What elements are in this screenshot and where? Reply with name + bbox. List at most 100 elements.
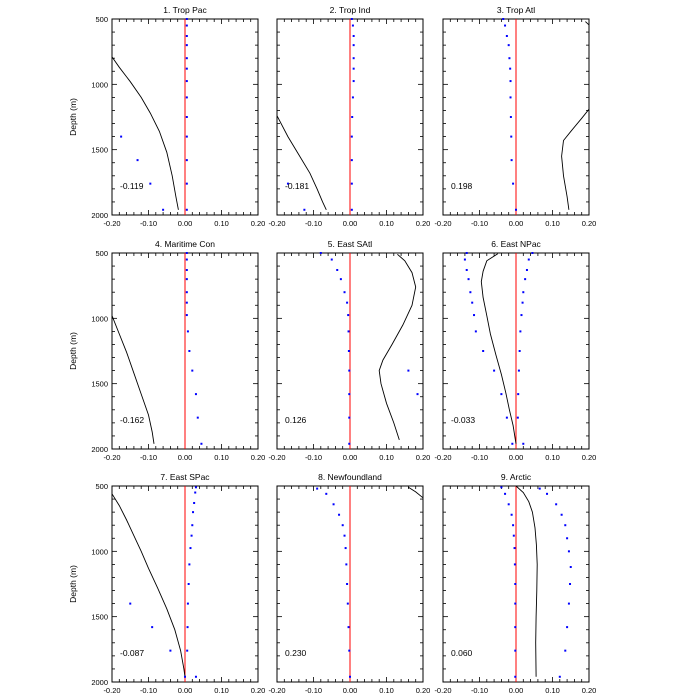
data-dot xyxy=(351,116,354,118)
data-point xyxy=(129,602,132,605)
data-point xyxy=(522,291,525,294)
x-tick-label: -0.20 xyxy=(434,686,451,695)
panel-1: 1. Trop Pac -0.119 -0.20 -0.10 0.00 0.10 0.20 5… xyxy=(68,5,265,228)
x-tick-label: 0.20 xyxy=(251,686,266,695)
data-dot xyxy=(185,34,188,37)
x-tick-label: -0.20 xyxy=(103,219,120,228)
data-dot xyxy=(352,67,355,70)
data-dot xyxy=(346,301,349,304)
data-dot xyxy=(185,278,188,281)
y-tick-label: 1500 xyxy=(91,613,108,622)
profile-curve-2 xyxy=(561,108,590,210)
data-dot xyxy=(474,330,477,333)
data-dot xyxy=(348,393,351,396)
data-dot xyxy=(185,182,188,185)
data-dot xyxy=(185,208,188,211)
data-dot xyxy=(505,34,508,37)
data-dot xyxy=(186,626,189,629)
data-dot xyxy=(352,34,355,37)
data-dot xyxy=(343,534,346,537)
data-dot xyxy=(352,44,355,47)
data-dot xyxy=(194,393,197,396)
data-dot xyxy=(185,301,188,304)
data-dot xyxy=(471,301,474,304)
data-dot xyxy=(500,486,503,489)
y-tick-label: 1000 xyxy=(91,80,108,89)
data-point xyxy=(151,626,154,629)
data-dot xyxy=(350,182,353,185)
y-tick-label: 500 xyxy=(95,249,108,258)
data-point xyxy=(560,513,563,516)
panel-5: 5. East SAtl 0.126 -0.20 -0.10 0.00 0.10 0.20 xyxy=(268,239,430,462)
data-dot xyxy=(508,57,511,60)
data-dot xyxy=(505,416,508,419)
data-dot xyxy=(185,116,188,118)
profile-curve xyxy=(378,253,417,441)
data-point xyxy=(416,393,419,396)
data-point xyxy=(149,182,152,185)
data-dot xyxy=(194,491,197,494)
data-dot xyxy=(185,80,188,83)
data-dot xyxy=(200,442,203,445)
data-dot xyxy=(352,57,355,60)
data-point xyxy=(516,416,519,419)
x-tick-label: 0.20 xyxy=(416,453,431,462)
data-dot xyxy=(185,268,188,271)
x-tick-label: 0.00 xyxy=(343,219,358,228)
panel-8: 8. Newfoundland 0.230 -0.20 -0.10 0.00 0.10 0.… xyxy=(268,472,430,695)
data-dot xyxy=(344,547,347,550)
panel-2: 2. Trop Ind -0.181 -0.20 -0.10 0.00 0.10 0.20 xyxy=(268,5,430,228)
x-tick-label: -0.20 xyxy=(434,219,451,228)
data-dot xyxy=(510,513,513,516)
data-dot xyxy=(514,583,517,585)
data-dot xyxy=(465,252,468,254)
data-dot xyxy=(473,314,476,317)
data-point xyxy=(286,182,289,185)
x-tick-label: 0.10 xyxy=(545,219,560,228)
data-dot xyxy=(330,258,333,261)
data-dot xyxy=(336,268,339,271)
panel-4: 4. Maritime Con -0.162 -0.20 -0.10 0.00 0.10 0… xyxy=(68,239,265,462)
correlation-label: -0.162 xyxy=(120,415,144,425)
data-dot xyxy=(349,675,351,678)
data-point xyxy=(518,350,521,352)
data-dot xyxy=(463,258,466,261)
x-tick-label: -0.10 xyxy=(140,453,157,462)
data-point xyxy=(564,649,567,652)
data-dot xyxy=(511,442,514,445)
correlation-label: -0.033 xyxy=(451,415,475,425)
data-dot xyxy=(189,547,192,550)
data-point xyxy=(555,503,558,506)
data-dot xyxy=(514,626,517,629)
panel-title: 6. East NPac xyxy=(491,239,541,249)
data-dot xyxy=(345,563,348,566)
data-dot xyxy=(348,369,351,372)
panel-title: 5. East SAtl xyxy=(328,239,373,249)
data-dot xyxy=(185,314,188,317)
data-dot xyxy=(509,116,512,118)
correlation-label: -0.181 xyxy=(285,181,309,191)
data-dot xyxy=(482,350,485,352)
x-tick-label: -0.20 xyxy=(103,686,120,695)
x-tick-label: 0.10 xyxy=(214,453,229,462)
data-dot xyxy=(346,583,349,585)
data-dot xyxy=(348,442,351,445)
x-tick-label: 0.10 xyxy=(379,453,394,462)
data-dot xyxy=(469,291,472,294)
data-dot xyxy=(196,416,199,419)
data-dot xyxy=(514,675,517,678)
data-dot xyxy=(194,486,197,489)
data-dot xyxy=(192,511,195,514)
x-tick-label: 0.10 xyxy=(379,686,394,695)
y-tick-label: 1500 xyxy=(91,146,108,155)
data-point xyxy=(517,369,520,372)
data-point xyxy=(303,208,306,211)
x-tick-label: -0.10 xyxy=(305,453,322,462)
y-tick-label: 1000 xyxy=(91,314,108,323)
data-point xyxy=(525,268,528,271)
data-point xyxy=(569,566,572,569)
data-point xyxy=(531,252,534,254)
data-dot xyxy=(186,330,189,333)
x-tick-label: 0.00 xyxy=(178,453,193,462)
data-point xyxy=(569,583,572,585)
